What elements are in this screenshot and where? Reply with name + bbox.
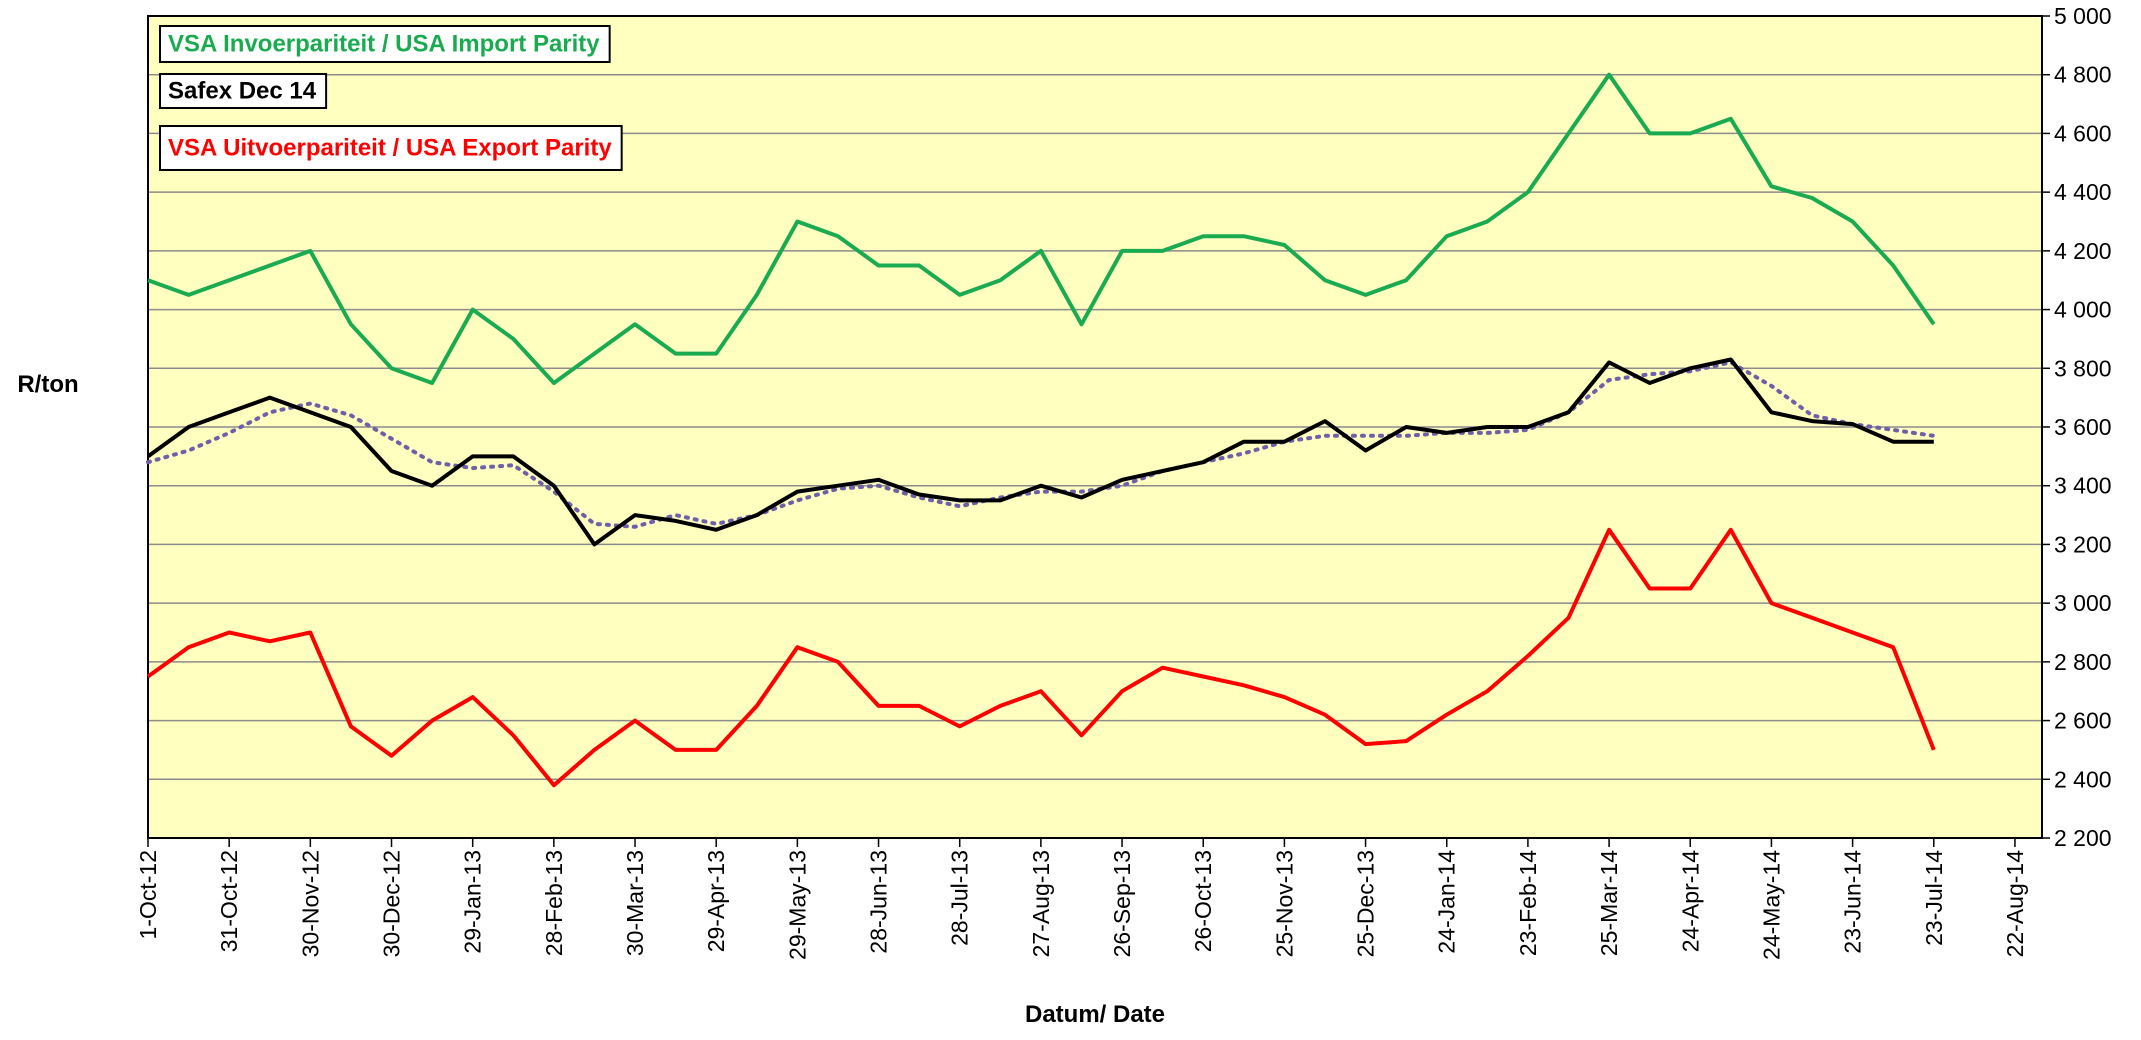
legend-box <box>159 25 611 63</box>
y-tick-label: 3 800 <box>2054 355 2112 381</box>
x-tick-label: 27-Aug-13 <box>1028 850 1054 957</box>
series-line <box>146 357 1934 547</box>
x-axis-title: Datum/ Date <box>1025 1001 1165 1028</box>
plot-border <box>147 15 2043 839</box>
x-tick-label: 29-May-13 <box>784 850 810 960</box>
y-tick-label: 4 600 <box>2054 120 2112 146</box>
x-tick-label: 25-Nov-13 <box>1271 850 1297 957</box>
x-tick-label: 25-Mar-14 <box>1596 850 1622 956</box>
x-tick-label: 26-Oct-13 <box>1190 850 1216 952</box>
y-axis-title: R/ton <box>17 371 78 398</box>
x-tick-label: 30-Nov-12 <box>297 850 323 957</box>
series-line <box>146 527 1936 788</box>
y-tick-label: 2 800 <box>2054 649 2112 675</box>
x-tick-label: 24-Jan-14 <box>1434 850 1460 954</box>
y-tick-label: 5 000 <box>2054 3 2112 29</box>
x-tick-label: 28-Jul-13 <box>947 850 973 946</box>
y-tick-label: 4 200 <box>2054 238 2112 264</box>
x-tick-label: 26-Sep-13 <box>1109 850 1135 957</box>
legend-item: VSA Invoerpariteit / USA Import Parity <box>159 25 611 63</box>
y-tick-label: 4 400 <box>2054 179 2112 205</box>
y-tick-label: 3 000 <box>2054 590 2112 616</box>
y-tick-label: 2 200 <box>2054 825 2112 851</box>
x-tick-label: 23-Jun-14 <box>1840 850 1866 954</box>
series-line <box>147 72 1936 385</box>
y-tick-label: 2 400 <box>2054 766 2112 792</box>
y-tick-label: 4 800 <box>2054 62 2112 88</box>
y-tick-label: 3 200 <box>2054 531 2112 557</box>
y-tick-label: 2 600 <box>2054 708 2112 734</box>
x-tick-label: 24-Apr-14 <box>1677 850 1703 952</box>
x-tick-label: 23-Jul-14 <box>1921 850 1947 946</box>
y-tick-label: 4 000 <box>2054 297 2112 323</box>
x-tick-label: 30-Dec-12 <box>379 850 405 957</box>
x-tick-label: 30-Mar-13 <box>622 850 648 956</box>
legend-box <box>159 125 623 171</box>
legend-item: VSA Uitvoerpariteit / USA Export Parity <box>159 125 623 171</box>
x-tick-label: 1-Oct-12 <box>135 850 161 939</box>
x-tick-label: 25-Dec-13 <box>1353 850 1379 957</box>
x-tick-label: 29-Apr-13 <box>703 850 729 952</box>
legend-label: VSA Uitvoerpariteit / USA Export Parity <box>168 134 612 161</box>
y-tick-label: 3 400 <box>2054 473 2112 499</box>
x-tick-label: 24-May-14 <box>1758 850 1784 960</box>
x-tick-label: 29-Jan-13 <box>460 850 486 954</box>
x-tick-label: 31-Oct-12 <box>216 850 242 952</box>
x-tick-label: 28-Feb-13 <box>541 850 567 956</box>
x-tick-label: 28-Jun-13 <box>866 850 892 954</box>
x-tick-label: 23-Feb-14 <box>1515 850 1541 956</box>
legend-box <box>159 73 328 109</box>
y-tick-label: 3 600 <box>2054 414 2112 440</box>
legend-label: VSA Invoerpariteit / USA Import Parity <box>168 30 600 57</box>
legend-label: Safex Dec 14 <box>168 77 317 104</box>
x-tick-label: 22-Aug-14 <box>2002 850 2028 958</box>
legend-item: Safex Dec 14 <box>159 73 328 109</box>
